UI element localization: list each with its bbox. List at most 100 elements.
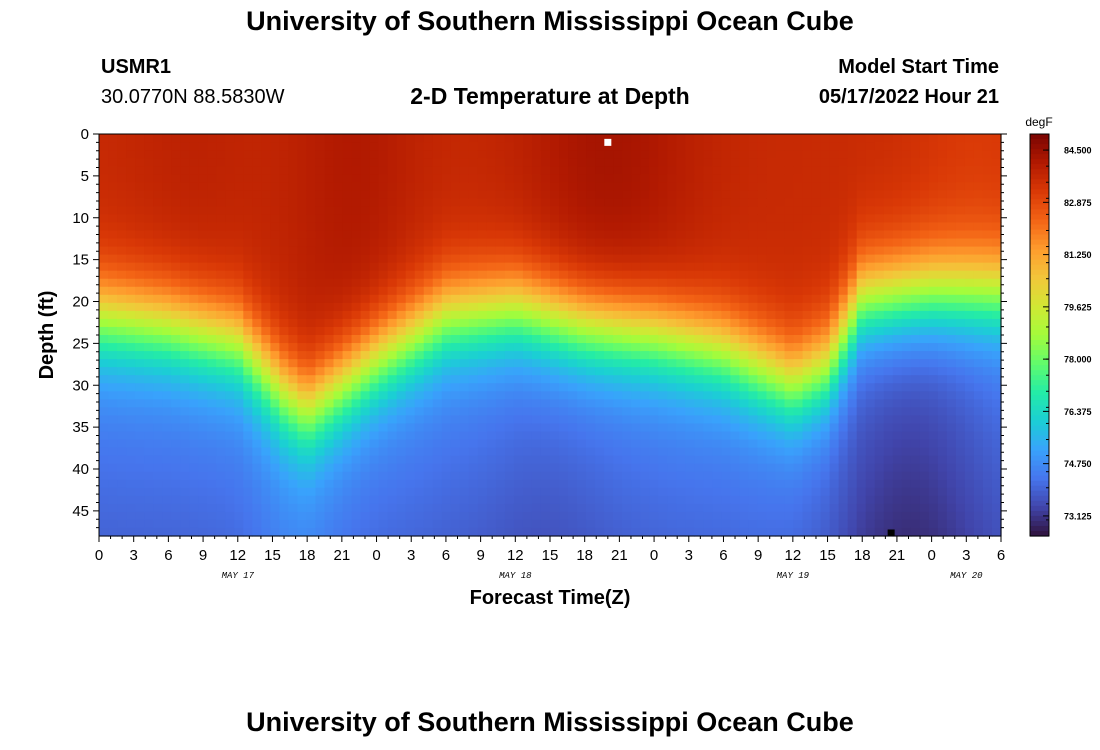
heatmap-cell xyxy=(568,527,578,537)
heatmap-cell xyxy=(784,214,795,224)
heatmap-cell xyxy=(856,326,867,336)
heatmap-cell xyxy=(640,391,650,400)
heatmap-cell xyxy=(495,254,506,264)
heatmap-cell xyxy=(477,375,488,384)
heatmap-cell xyxy=(342,447,353,457)
heatmap-cell xyxy=(631,415,641,425)
heatmap-cell xyxy=(324,302,335,312)
heatmap-cell xyxy=(604,166,614,175)
heatmap-cell xyxy=(153,519,163,529)
heatmap-cell xyxy=(865,142,876,151)
heatmap-cell xyxy=(522,150,533,159)
heatmap-cell xyxy=(973,423,984,433)
heatmap-cell xyxy=(207,519,217,529)
heatmap-cell xyxy=(252,511,262,521)
heatmap-cell xyxy=(288,246,299,256)
heatmap-cell xyxy=(622,455,632,465)
heatmap-cell xyxy=(405,375,416,384)
heatmap-cell xyxy=(604,318,614,328)
heatmap-cell xyxy=(468,399,479,408)
heatmap-cell xyxy=(450,166,461,175)
heatmap-cell xyxy=(559,407,569,416)
heatmap-cell xyxy=(595,262,605,272)
heatmap-cell xyxy=(685,198,695,207)
heatmap-cell xyxy=(784,174,795,183)
heatmap-cell xyxy=(856,367,867,376)
heatmap-cell xyxy=(171,359,181,368)
heatmap-cell xyxy=(964,503,975,513)
heatmap-cell xyxy=(378,198,389,207)
heatmap-cell xyxy=(522,222,533,232)
heatmap-cell xyxy=(946,222,957,232)
heatmap-cell xyxy=(270,519,280,529)
heatmap-cell xyxy=(171,294,181,304)
heatmap-cell xyxy=(676,142,686,151)
heatmap-cell xyxy=(432,182,443,191)
heatmap-cell xyxy=(712,455,722,465)
heatmap-cell xyxy=(784,182,795,191)
heatmap-cell xyxy=(766,294,777,304)
heatmap-cell xyxy=(369,254,380,264)
heatmap-cell xyxy=(513,463,524,473)
heatmap-cell xyxy=(811,294,822,304)
heatmap-cell xyxy=(577,423,587,433)
heatmap-cell xyxy=(216,174,226,183)
heatmap-cell xyxy=(162,142,172,151)
heatmap-cell xyxy=(477,198,488,207)
heatmap-cell xyxy=(757,431,768,441)
heatmap-cell xyxy=(892,206,903,215)
heatmap-cell xyxy=(613,310,623,320)
heatmap-cell xyxy=(586,399,596,408)
heatmap-cell xyxy=(784,415,795,425)
heatmap-cell xyxy=(982,222,993,232)
heatmap-cell xyxy=(640,238,650,248)
heatmap-cell xyxy=(396,206,407,215)
heatmap-cell xyxy=(207,230,217,240)
heatmap-cell xyxy=(279,294,290,304)
heatmap-cell xyxy=(919,150,930,159)
heatmap-cell xyxy=(883,503,894,513)
heatmap-cell xyxy=(946,415,957,425)
heatmap-cell xyxy=(414,134,425,143)
heatmap-cell xyxy=(522,182,533,191)
heatmap-cell xyxy=(928,150,939,159)
heatmap-cell xyxy=(937,503,948,513)
heatmap-cell xyxy=(171,182,181,191)
heatmap-cell xyxy=(568,198,578,207)
heatmap-cell xyxy=(423,214,434,224)
heatmap-cell xyxy=(522,286,533,296)
heatmap-cell xyxy=(784,423,795,433)
heatmap-cell xyxy=(604,447,614,457)
heatmap-cell xyxy=(513,383,524,392)
heatmap-cell xyxy=(865,326,876,336)
heatmap-cell xyxy=(162,423,172,433)
heatmap-cell xyxy=(901,198,912,207)
heatmap-cell xyxy=(847,246,858,256)
heatmap-cell xyxy=(901,294,912,304)
heatmap-cell xyxy=(640,206,650,215)
heatmap-cell xyxy=(613,326,623,336)
heatmap-cell xyxy=(748,142,759,151)
heatmap-cell xyxy=(126,463,136,473)
heatmap-cell xyxy=(703,359,713,368)
heatmap-cell xyxy=(144,495,154,505)
heatmap-cell xyxy=(712,174,722,183)
heatmap-cell xyxy=(721,399,731,408)
heatmap-cell xyxy=(486,174,497,183)
heatmap-cell xyxy=(595,351,605,360)
heatmap-cell xyxy=(586,391,596,400)
heatmap-cell xyxy=(847,174,858,183)
heatmap-cell xyxy=(946,439,957,449)
heatmap-cell xyxy=(432,190,443,199)
heatmap-cell xyxy=(667,527,677,537)
heatmap-cell xyxy=(703,230,713,240)
heatmap-cell xyxy=(396,351,407,360)
heatmap-cell xyxy=(649,166,659,175)
heatmap-cell xyxy=(99,254,109,264)
heatmap-cell xyxy=(829,150,840,159)
heatmap-cell xyxy=(649,359,659,368)
heatmap-cell xyxy=(685,166,695,175)
heatmap-cell xyxy=(640,399,650,408)
heatmap-cell xyxy=(631,286,641,296)
heatmap-cell xyxy=(189,359,199,368)
